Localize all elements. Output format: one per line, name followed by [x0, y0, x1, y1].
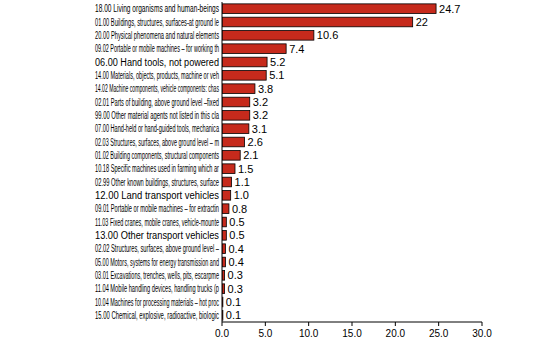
y-axis — [222, 2, 223, 322]
tick-label: 30.0 — [472, 328, 492, 339]
bar — [222, 84, 255, 94]
category-label: 15.00 Chemical, explosive, radioactive, … — [95, 310, 219, 321]
bar — [222, 217, 226, 227]
data-label: 0.3 — [228, 269, 243, 281]
data-label: 1.0 — [234, 189, 249, 201]
bar — [222, 191, 231, 201]
tick-label: 0.0 — [215, 328, 229, 339]
data-label: 0.5 — [229, 229, 244, 241]
category-label: 14.00 Materials, objects, products, mach… — [95, 70, 219, 81]
category-label: 05.00 Motors, systems for energy transmi… — [95, 257, 219, 268]
bar — [222, 4, 436, 14]
category-label: 18.00 Living organisms and human-beings — [95, 3, 219, 14]
bar — [222, 244, 225, 254]
category-label: 03.01 Excavations, trenches, wells, pits… — [95, 270, 219, 281]
data-label: 3.2 — [253, 96, 268, 108]
category-label: 10.18 Specific machines used in farming … — [95, 163, 219, 174]
tick-label: 15.0 — [342, 328, 362, 339]
category-label: 99.00 Other material agents not listed i… — [95, 110, 219, 121]
data-label: 5.1 — [269, 69, 284, 81]
category-label: 12.00 Land transport vehicles — [95, 190, 219, 201]
category-label: 02.99 Other known buildings, structures,… — [95, 177, 219, 188]
data-label: 7.4 — [289, 43, 304, 55]
tick-label: 10.0 — [299, 328, 319, 339]
category-label: 02.01 Parts of building, above ground le… — [95, 97, 219, 108]
chart: 18.00 Living organisms and human-beings 0… — [0, 0, 538, 342]
bar — [222, 111, 250, 121]
bar — [222, 177, 232, 187]
data-label: 0.4 — [228, 243, 243, 255]
data-label: 0.4 — [228, 256, 243, 268]
category-label: 01.02 Building components, structural co… — [95, 150, 219, 161]
data-label: 24.7 — [439, 3, 460, 15]
data-label: 1.5 — [238, 163, 253, 175]
data-label: 0.1 — [226, 309, 241, 321]
bar — [222, 231, 226, 241]
data-label: 3.2 — [253, 109, 268, 121]
tick-mark — [438, 322, 439, 326]
bar — [222, 44, 286, 54]
data-label: 0.1 — [226, 296, 241, 308]
category-label: 11.04 Mobile handling devices, handling … — [95, 283, 219, 294]
bar — [222, 164, 235, 174]
category-label: 11.03 Fixed cranes, mobile cranes, vehic… — [95, 217, 219, 228]
tick-mark — [265, 322, 266, 326]
data-label: 0.8 — [232, 203, 247, 215]
data-label: 3.8 — [258, 83, 273, 95]
tick-mark — [352, 322, 353, 326]
category-label: 20.00 Physical phenomena and natural ele… — [95, 30, 219, 41]
tick-mark — [395, 322, 396, 326]
bar — [222, 97, 250, 107]
bar — [222, 124, 249, 134]
category-label: 02.03 Structures, surfaces, above ground… — [95, 137, 219, 148]
bar — [222, 31, 314, 41]
bar — [222, 257, 225, 267]
data-label: 10.6 — [317, 29, 338, 41]
bar — [222, 137, 245, 147]
data-label: 0.5 — [229, 216, 244, 228]
category-label: 14.02 Machine components, vehicle compon… — [95, 83, 219, 94]
x-ticks: 0.0 5.0 10.0 15.0 20.0 25.0 30.0 — [215, 322, 492, 339]
tick-label: 25.0 — [429, 328, 449, 339]
data-label: 1.1 — [235, 176, 250, 188]
tick-label: 5.0 — [258, 328, 272, 339]
tick-mark — [482, 322, 483, 326]
data-label: 5.2 — [270, 56, 285, 68]
data-label: 2.1 — [243, 149, 258, 161]
data-label: 0.3 — [228, 283, 243, 295]
category-label: 07.00 Hand-held or hand-guided tools, me… — [95, 123, 219, 134]
bar — [222, 17, 413, 27]
bar — [222, 57, 267, 67]
category-label: 10.04 Machines for processing materials … — [95, 297, 219, 308]
category-label: 09.02 Portable or mobile machines – for … — [95, 43, 219, 54]
tick-label: 20.0 — [386, 328, 406, 339]
category-label: 02.02 Structures, surfaces, above ground… — [95, 243, 219, 254]
data-labels: 24.72210.67.45.25.13.83.23.23.12.62.11.5… — [226, 3, 461, 322]
category-label: 13.00 Other transport vehicles — [95, 230, 219, 241]
bar — [222, 204, 229, 214]
category-labels: 18.00 Living organisms and human-beings 0… — [95, 3, 219, 321]
category-label: 01.00 Buildings, structures, surfaces-at… — [95, 17, 219, 28]
category-label: 06.00 Hand tools, not powered — [95, 57, 219, 68]
data-label: 3.1 — [252, 123, 267, 135]
bar — [222, 151, 240, 161]
bar — [222, 71, 266, 81]
category-label: 09.01 Portable or mobile machines – for … — [95, 203, 219, 214]
data-label: 22 — [416, 16, 428, 28]
tick-mark — [308, 322, 309, 326]
tick-mark — [222, 322, 223, 326]
data-label: 2.6 — [248, 136, 263, 148]
bars — [222, 4, 436, 320]
